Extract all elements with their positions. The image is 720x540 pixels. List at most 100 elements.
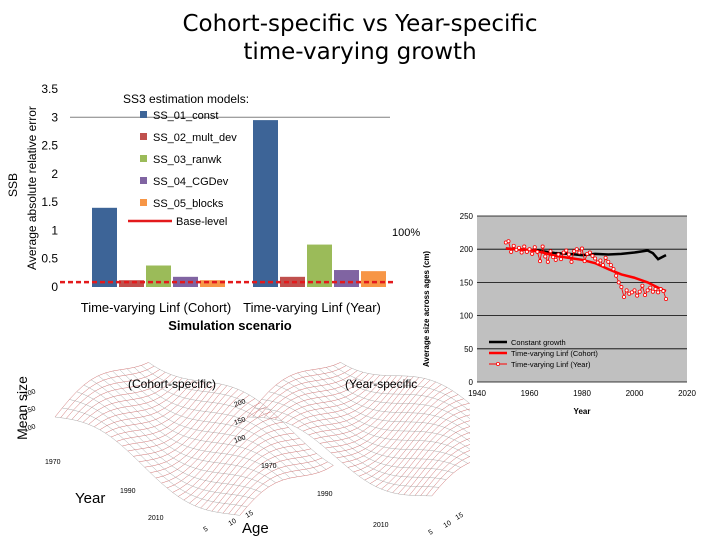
surface-mesh-line <box>138 387 233 462</box>
x-axis-title: Simulation scenario <box>168 318 292 333</box>
y-tick-label: 0.5 <box>41 252 58 266</box>
surface-mesh-line <box>105 380 200 434</box>
x-category-label: Time-varying Linf (Cohort) <box>81 300 232 315</box>
series-point <box>606 259 611 264</box>
age-axis-label: Age <box>242 520 269 537</box>
surface-mesh-line <box>375 402 470 487</box>
surface-mesh-line <box>228 457 323 515</box>
series-line-1 <box>505 247 667 293</box>
bar-ss-02-mult-dev <box>119 280 144 287</box>
y-tick-label: 100 <box>460 312 474 321</box>
surface-mesh-line <box>141 365 327 470</box>
legend-label: SS_05_blocks <box>153 198 224 210</box>
legend-label: SS_04_CGDev <box>153 176 229 188</box>
surface-mesh-line <box>336 379 431 459</box>
surface-mesh-line <box>71 372 166 420</box>
series-point <box>572 249 577 254</box>
surface-mesh-line <box>62 407 248 508</box>
surface-mesh-line <box>178 411 272 497</box>
bar-ss-03-ranwk <box>307 244 332 287</box>
x-tick-label: 1960 <box>521 389 539 398</box>
surface-mesh-line <box>172 406 267 493</box>
series-point <box>564 248 569 253</box>
surface-year-tick: 1990 <box>120 488 136 495</box>
surface-mesh-line <box>314 375 408 440</box>
annotation-100pct: 100% <box>392 227 420 239</box>
surface-size-tick: 100 <box>25 423 37 434</box>
surface-mesh-line <box>82 376 177 423</box>
surface-mesh-line <box>60 365 155 418</box>
surface-mesh-line <box>370 398 464 484</box>
surface-mesh-line <box>398 426 470 495</box>
surface-mesh-line <box>150 391 244 473</box>
series-point <box>538 259 543 264</box>
series-point <box>579 246 584 251</box>
surface-mesh-line <box>112 370 298 477</box>
series-point <box>511 243 516 248</box>
surface-mesh-line <box>319 376 414 444</box>
surface-age-tick: 15 <box>455 512 465 522</box>
legend-label: SS_01_const <box>153 110 218 122</box>
surface-mesh-line <box>269 372 364 419</box>
surface-age-tick: 10 <box>228 518 238 528</box>
surface-mesh-line <box>330 378 425 454</box>
series-point <box>522 244 527 249</box>
surface-mesh-line <box>261 399 447 480</box>
surface-mesh-line <box>258 368 352 418</box>
surface-mesh-line <box>206 438 300 510</box>
y-axis-title: Average size across ages (cm) <box>422 251 431 368</box>
series-point <box>551 255 556 260</box>
note-year: (Year-specific <box>345 377 418 391</box>
surface-mesh-line <box>311 369 470 435</box>
surface-mesh-line <box>98 375 284 481</box>
legend-swatch <box>140 111 147 118</box>
y-tick-label: 2.5 <box>41 139 58 153</box>
series-point <box>619 285 624 290</box>
surface-mesh-line <box>274 373 369 420</box>
y-tick-label: 250 <box>460 212 474 221</box>
surface-mesh-line <box>126 368 312 475</box>
series-point <box>661 289 666 294</box>
series-point <box>658 287 663 292</box>
surface-mesh-line <box>358 390 453 477</box>
surface-mesh-line <box>409 438 470 496</box>
plot-area <box>477 216 687 382</box>
series-point <box>558 257 563 262</box>
surface-mesh-line <box>189 421 284 504</box>
surface-mesh-line <box>161 398 256 484</box>
series-point <box>543 254 548 259</box>
bar-ss-04-cgdev <box>173 276 198 287</box>
series-point <box>545 259 550 264</box>
legend-swatch <box>140 155 147 162</box>
x-category-label: Time-varying Linf (Year) <box>243 300 381 315</box>
surface-mesh-line <box>88 377 183 425</box>
series-point <box>600 263 605 268</box>
surface-age-tick: 5 <box>203 526 210 534</box>
series-point <box>598 258 603 263</box>
series-point <box>637 289 642 294</box>
series-point <box>566 252 571 257</box>
series-point <box>574 247 579 252</box>
x-axis-title: Year <box>574 407 591 416</box>
surface-mesh-line <box>234 461 328 515</box>
surface-year-tick: 2010 <box>373 522 389 529</box>
series-point <box>517 245 522 250</box>
surface-mesh-line <box>83 384 269 488</box>
series-point <box>509 249 514 254</box>
legend-baselevel-label: Base-level <box>176 216 227 228</box>
legend-swatch <box>140 133 147 140</box>
surface-mesh-line <box>246 416 432 497</box>
series-point <box>540 244 545 249</box>
y-tick-label: 3.5 <box>41 82 58 96</box>
surface-year-tick: 2010 <box>148 515 164 522</box>
surface-mesh-line <box>431 462 470 497</box>
surface-mesh-line <box>148 362 334 466</box>
surface-mesh-line <box>291 375 386 426</box>
series-point <box>640 283 645 288</box>
y-tick-label: 50 <box>464 345 473 354</box>
legend-title: SS3 estimation models: <box>123 92 249 106</box>
series-point <box>593 256 598 261</box>
surface-mesh-line <box>333 365 470 412</box>
series-point <box>629 290 634 295</box>
